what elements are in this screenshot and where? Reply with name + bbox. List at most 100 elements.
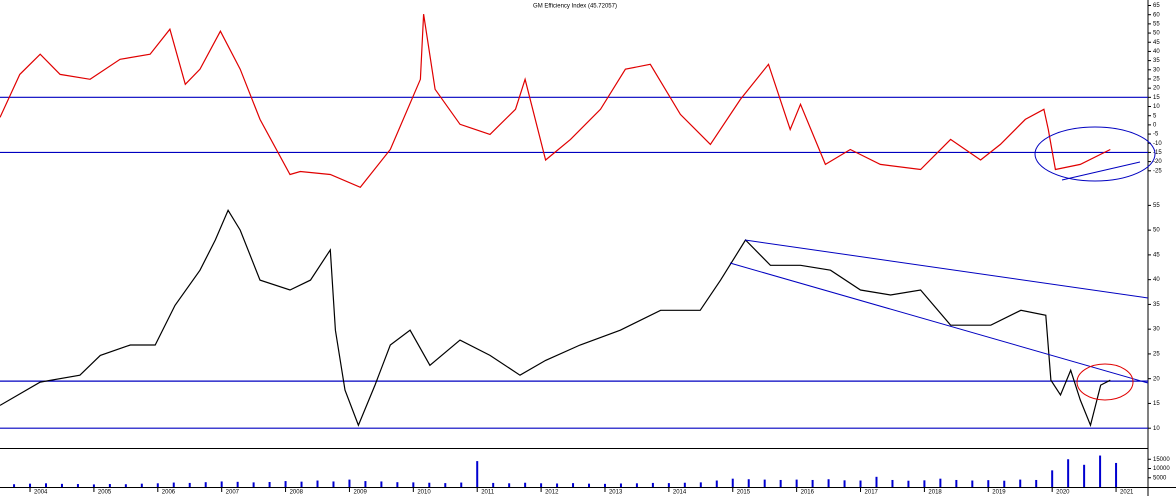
bar xyxy=(779,479,782,487)
bar xyxy=(172,482,175,487)
x-tick-label: 2009 xyxy=(353,490,367,496)
y-tick-label: 45 xyxy=(1153,40,1160,46)
bar xyxy=(524,482,527,487)
bar xyxy=(29,483,32,487)
bar xyxy=(412,482,415,487)
bar xyxy=(540,483,543,487)
ellipse xyxy=(1034,126,1156,182)
bar xyxy=(955,479,958,487)
channel-line xyxy=(729,262,1149,384)
y-tick-label: 45 xyxy=(1153,252,1160,258)
y-tick-label: 20 xyxy=(1153,86,1160,92)
bar xyxy=(907,480,910,487)
bar xyxy=(268,482,271,487)
bar xyxy=(875,476,878,487)
y-tick-label: 50 xyxy=(1153,31,1160,37)
bar xyxy=(1051,470,1054,487)
y-tick-label: 5000 xyxy=(1153,475,1167,481)
channel-line xyxy=(744,239,1149,299)
bar xyxy=(348,479,351,487)
y-tick-label: 15000 xyxy=(1153,457,1170,463)
bar xyxy=(316,480,319,487)
bar xyxy=(811,479,814,487)
y-tick-label: 55 xyxy=(1153,21,1160,27)
bar xyxy=(364,481,367,487)
bar xyxy=(300,481,303,487)
x-tick-label: 2017 xyxy=(865,490,879,496)
ellipse xyxy=(1076,363,1134,401)
bar xyxy=(92,484,95,487)
bar xyxy=(444,483,447,487)
x-tick-label: 2021 xyxy=(1120,490,1134,496)
bar xyxy=(252,482,255,487)
x-tick-label: 2018 xyxy=(928,490,942,496)
y-tick-label: 20 xyxy=(1153,376,1160,382)
bar xyxy=(492,482,495,487)
bar xyxy=(44,483,47,487)
x-tick-label: 2013 xyxy=(609,490,623,496)
bar xyxy=(13,484,16,487)
bar xyxy=(1003,480,1006,487)
line xyxy=(0,14,1111,189)
x-tick-label: 2020 xyxy=(1056,490,1070,496)
x-tick-label: 2011 xyxy=(481,490,495,496)
bar xyxy=(556,483,559,487)
y-tick-label: 25 xyxy=(1153,77,1160,83)
y-tick-label: 0 xyxy=(1153,122,1157,128)
y-tick-label: 35 xyxy=(1153,302,1160,308)
bar xyxy=(763,479,766,487)
y-tick-label: -15 xyxy=(1153,150,1162,156)
bar xyxy=(667,483,670,487)
y-tick-label: 10000 xyxy=(1153,466,1170,472)
annotations xyxy=(729,126,1156,401)
bar xyxy=(1067,459,1070,487)
bar xyxy=(843,480,846,487)
bar xyxy=(923,480,926,487)
x-tick-label: 2004 xyxy=(34,490,48,496)
chart-title: GM Efficiency Index (45.72057) xyxy=(533,4,617,10)
y-tick-label: 55 xyxy=(1153,203,1160,209)
y-tick-label: 40 xyxy=(1153,49,1160,55)
bar xyxy=(460,482,463,487)
y-tick-label: 30 xyxy=(1153,67,1160,73)
y-tick-label: 10 xyxy=(1153,104,1160,110)
x-tick-label: 2007 xyxy=(226,490,240,496)
x-tick-label: 2012 xyxy=(545,490,559,496)
x-tick-label: 2016 xyxy=(801,490,815,496)
y-tick-label: 50 xyxy=(1153,228,1160,234)
bar xyxy=(699,482,702,487)
y-tick-label: 30 xyxy=(1153,327,1160,333)
bar xyxy=(747,479,750,487)
line xyxy=(0,208,1111,428)
bar xyxy=(651,482,654,487)
bar xyxy=(588,483,591,487)
bar xyxy=(572,483,575,487)
y-tick-label: 25 xyxy=(1153,352,1160,358)
bar xyxy=(1115,462,1118,487)
x-tick-label: 2019 xyxy=(992,490,1006,496)
x-tick-label: 2014 xyxy=(673,490,687,496)
y-tick-label: 5 xyxy=(1153,113,1157,119)
bar xyxy=(731,478,734,487)
bar xyxy=(1083,464,1086,487)
bar xyxy=(156,483,159,487)
bar xyxy=(76,484,79,487)
y-tick-label: 15 xyxy=(1153,95,1160,101)
x-tick-label: 2010 xyxy=(417,490,431,496)
bar xyxy=(635,483,638,487)
x-tick-label: 2006 xyxy=(162,490,176,496)
bar xyxy=(891,479,894,487)
bar xyxy=(795,479,798,487)
bar xyxy=(1099,455,1102,487)
y-tick-label: 40 xyxy=(1153,277,1160,283)
bar xyxy=(971,480,974,487)
bar xyxy=(987,480,990,487)
y-tick-label: -5 xyxy=(1153,132,1159,138)
bar xyxy=(188,482,191,487)
bar xyxy=(396,482,399,487)
bar xyxy=(428,482,431,487)
bar xyxy=(124,484,127,487)
x-tick-label: 2005 xyxy=(98,490,112,496)
